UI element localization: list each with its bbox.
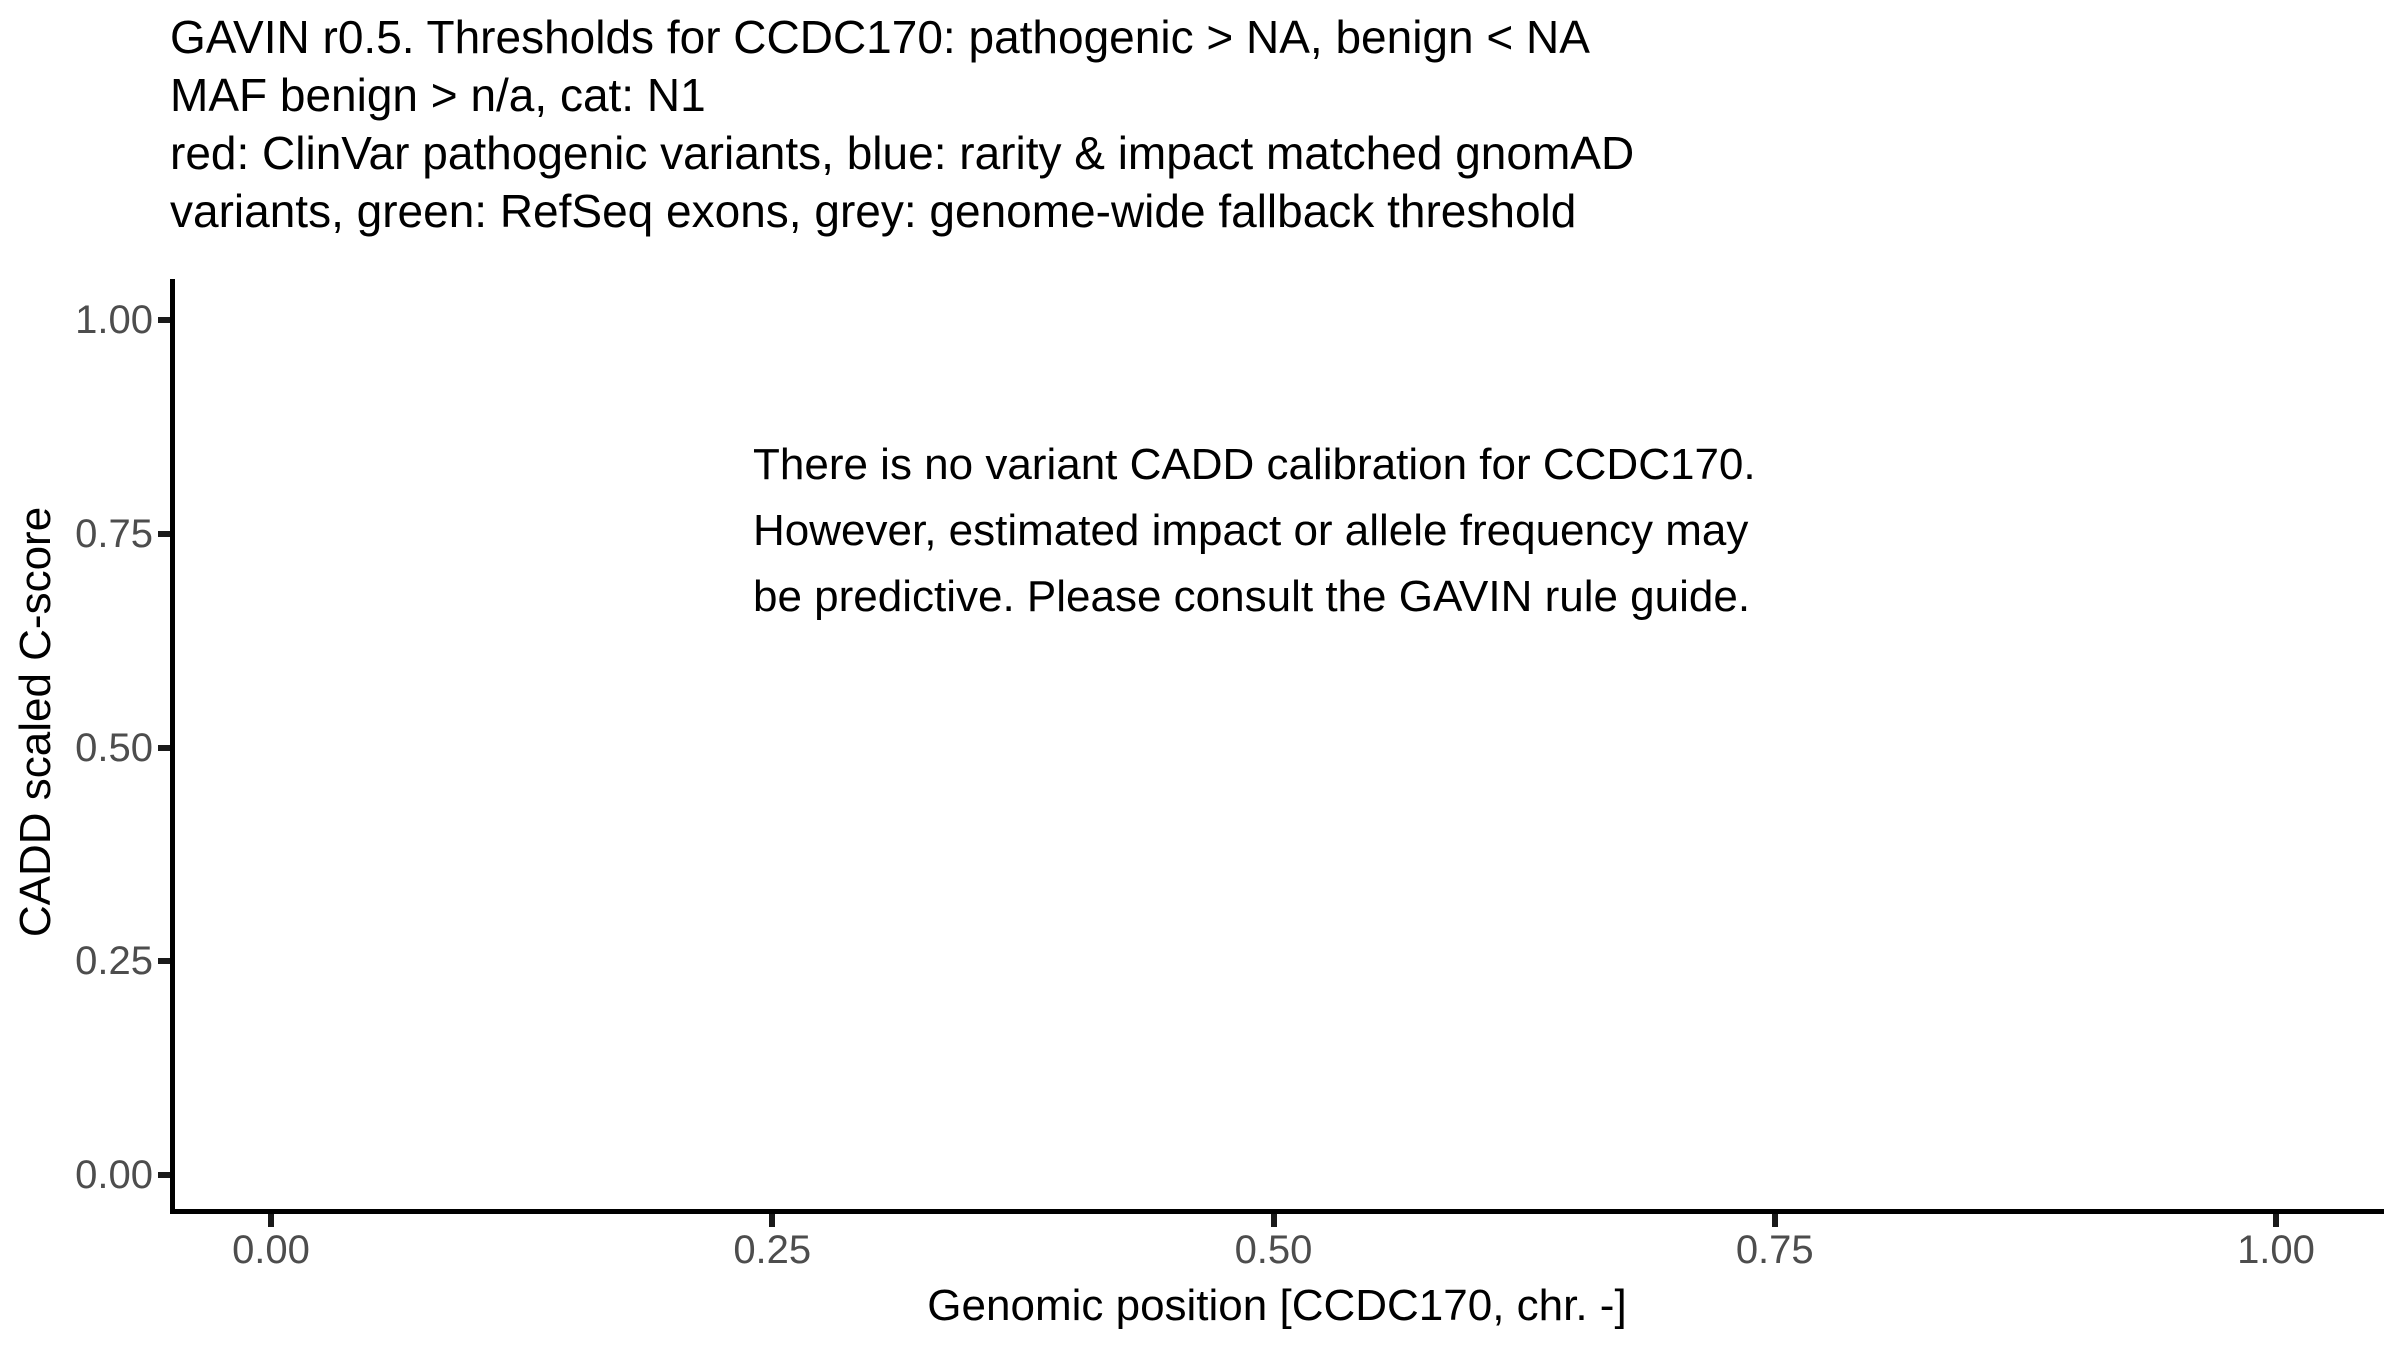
x-axis-title: Genomic position [CCDC170, chr. -] [927,1281,1627,1330]
y-tick-label: 1.00 [75,298,153,342]
y-tick-mark [158,530,170,537]
plot-title-line-1: GAVIN r0.5. Thresholds for CCDC170: path… [170,11,1590,63]
y-tick-mark [158,317,170,323]
plot-title: GAVIN r0.5. Thresholds for CCDC170: path… [170,8,1634,240]
x-tick-mark [2273,1214,2279,1227]
x-tick-label: 0.25 [733,1228,812,1272]
plot-panel [170,279,2384,1214]
y-tick-label: 0.50 [75,725,153,770]
annotation-text: There is no variant CADD calibration for… [753,432,1756,630]
plot-title-line-4: variants, green: RefSeq exons, grey: gen… [170,185,1577,237]
x-tick-mark [268,1214,274,1227]
x-tick-mark [1771,1214,1778,1227]
x-tick-label: 0.50 [1234,1228,1313,1272]
annotation-line-1: There is no variant CADD calibration for… [753,440,1756,489]
plot-title-line-3: red: ClinVar pathogenic variants, blue: … [170,127,1635,179]
y-tick-label: 0.25 [75,939,153,984]
annotation-line-2: However, estimated impact or allele freq… [753,506,1749,555]
x-tick-label: 1.00 [2237,1228,2315,1272]
y-axis-title: CADD scaled C-score [11,506,60,938]
annotation-line-3: be predictive. Please consult the GAVIN … [753,572,1751,621]
y-tick-mark [158,958,170,965]
x-tick-mark [769,1214,776,1227]
y-tick-label: 0.75 [75,511,153,556]
plot-title-line-2: MAF benign > n/a, cat: N1 [170,69,706,121]
y-tick-mark [158,1172,170,1178]
y-tick-label: 0.00 [75,1153,153,1197]
y-tick-mark [158,744,170,751]
x-tick-mark [1270,1214,1277,1227]
x-tick-label: 0.75 [1735,1228,1814,1272]
x-tick-label: 0.00 [232,1228,310,1272]
